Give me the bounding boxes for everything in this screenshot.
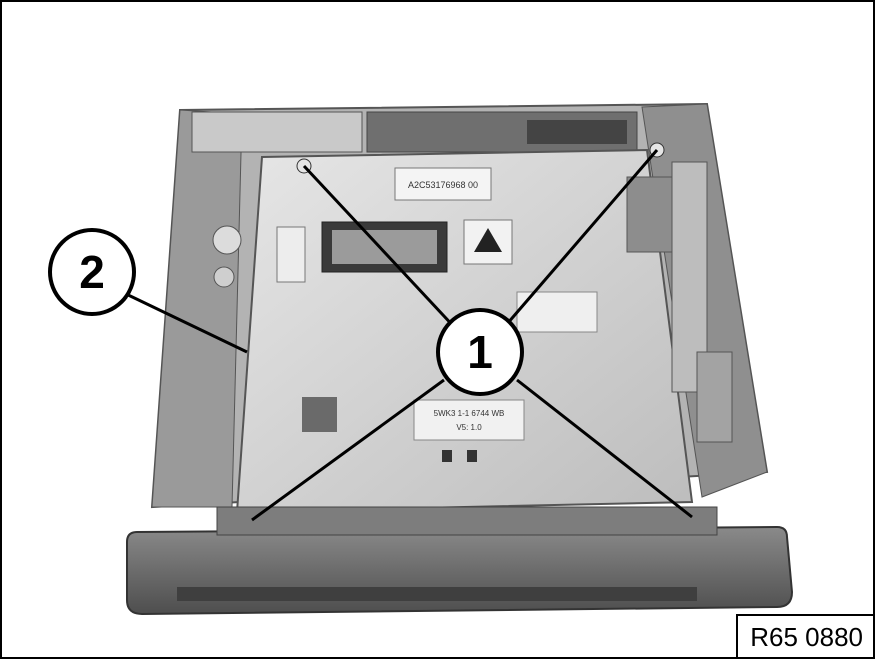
leader-line-1-bottom-right <box>516 378 693 519</box>
reference-code: R65 0880 <box>736 614 873 657</box>
callout-2 <box>48 228 136 316</box>
leader-line-1-top-left <box>302 164 459 332</box>
center-sticker <box>413 399 525 441</box>
side-pcb <box>626 176 673 253</box>
display-label-inner <box>332 230 437 264</box>
mechanism-clip-2 <box>467 450 477 462</box>
disc-slot <box>177 587 697 601</box>
side-gear <box>213 266 235 288</box>
top-sticker <box>394 167 492 201</box>
mechanism-clip <box>442 450 452 462</box>
leader-line-1-top-right <box>505 149 659 325</box>
barcode-sticker <box>276 226 306 283</box>
top-bracket <box>191 111 363 153</box>
leader-line-1-bottom-left <box>251 378 445 522</box>
center-sticker-text-2: V5: 1.0 <box>456 423 482 432</box>
esd-warning-icon <box>474 228 502 252</box>
center-sticker-text-1: 5WK3 1-1 6744 WB <box>434 409 505 418</box>
spindle-gear <box>212 225 242 255</box>
rear-connector-slot <box>527 120 627 144</box>
callout-2-number: 2 <box>79 246 105 298</box>
front-bezel-lip <box>216 506 718 536</box>
callout-1-number: 1 <box>467 326 493 378</box>
leader-line-2 <box>121 290 248 354</box>
top-sticker-text: A2C53176968 00 <box>408 180 478 190</box>
housing-left-wall <box>151 109 243 508</box>
callout-1 <box>436 308 524 396</box>
mechanism-block <box>302 397 337 432</box>
connector-cable <box>696 351 733 443</box>
